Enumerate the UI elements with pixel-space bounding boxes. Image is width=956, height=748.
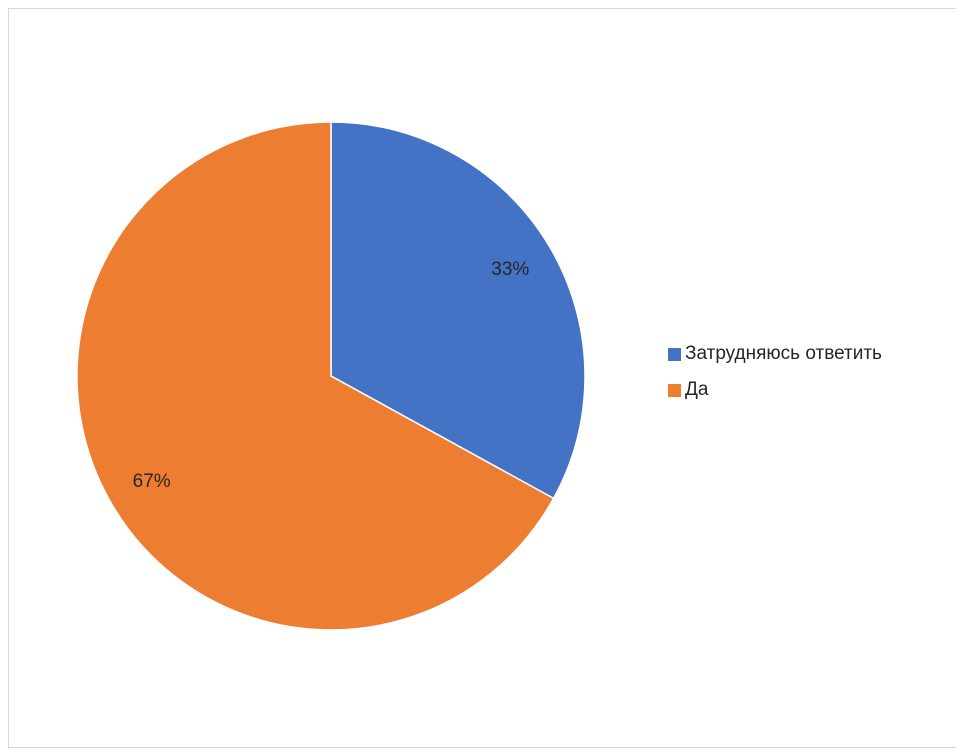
legend-swatch-1 (668, 383, 681, 397)
legend-item-1: Да (668, 376, 882, 404)
pie-chart: 33% 67% (76, 121, 586, 631)
legend-label-1: Да (685, 379, 709, 400)
legend: Затрудняюсь ответить Да (668, 340, 882, 412)
pie-slice-0 (330, 121, 586, 500)
legend-swatch-0 (668, 347, 681, 361)
legend-label-0: Затрудняюсь ответить (685, 343, 882, 364)
data-label-0: 33% (491, 259, 529, 280)
legend-item-0: Затрудняюсь ответить (668, 340, 882, 368)
data-label-1: 67% (133, 471, 171, 492)
pie-slice-1 (76, 121, 555, 631)
